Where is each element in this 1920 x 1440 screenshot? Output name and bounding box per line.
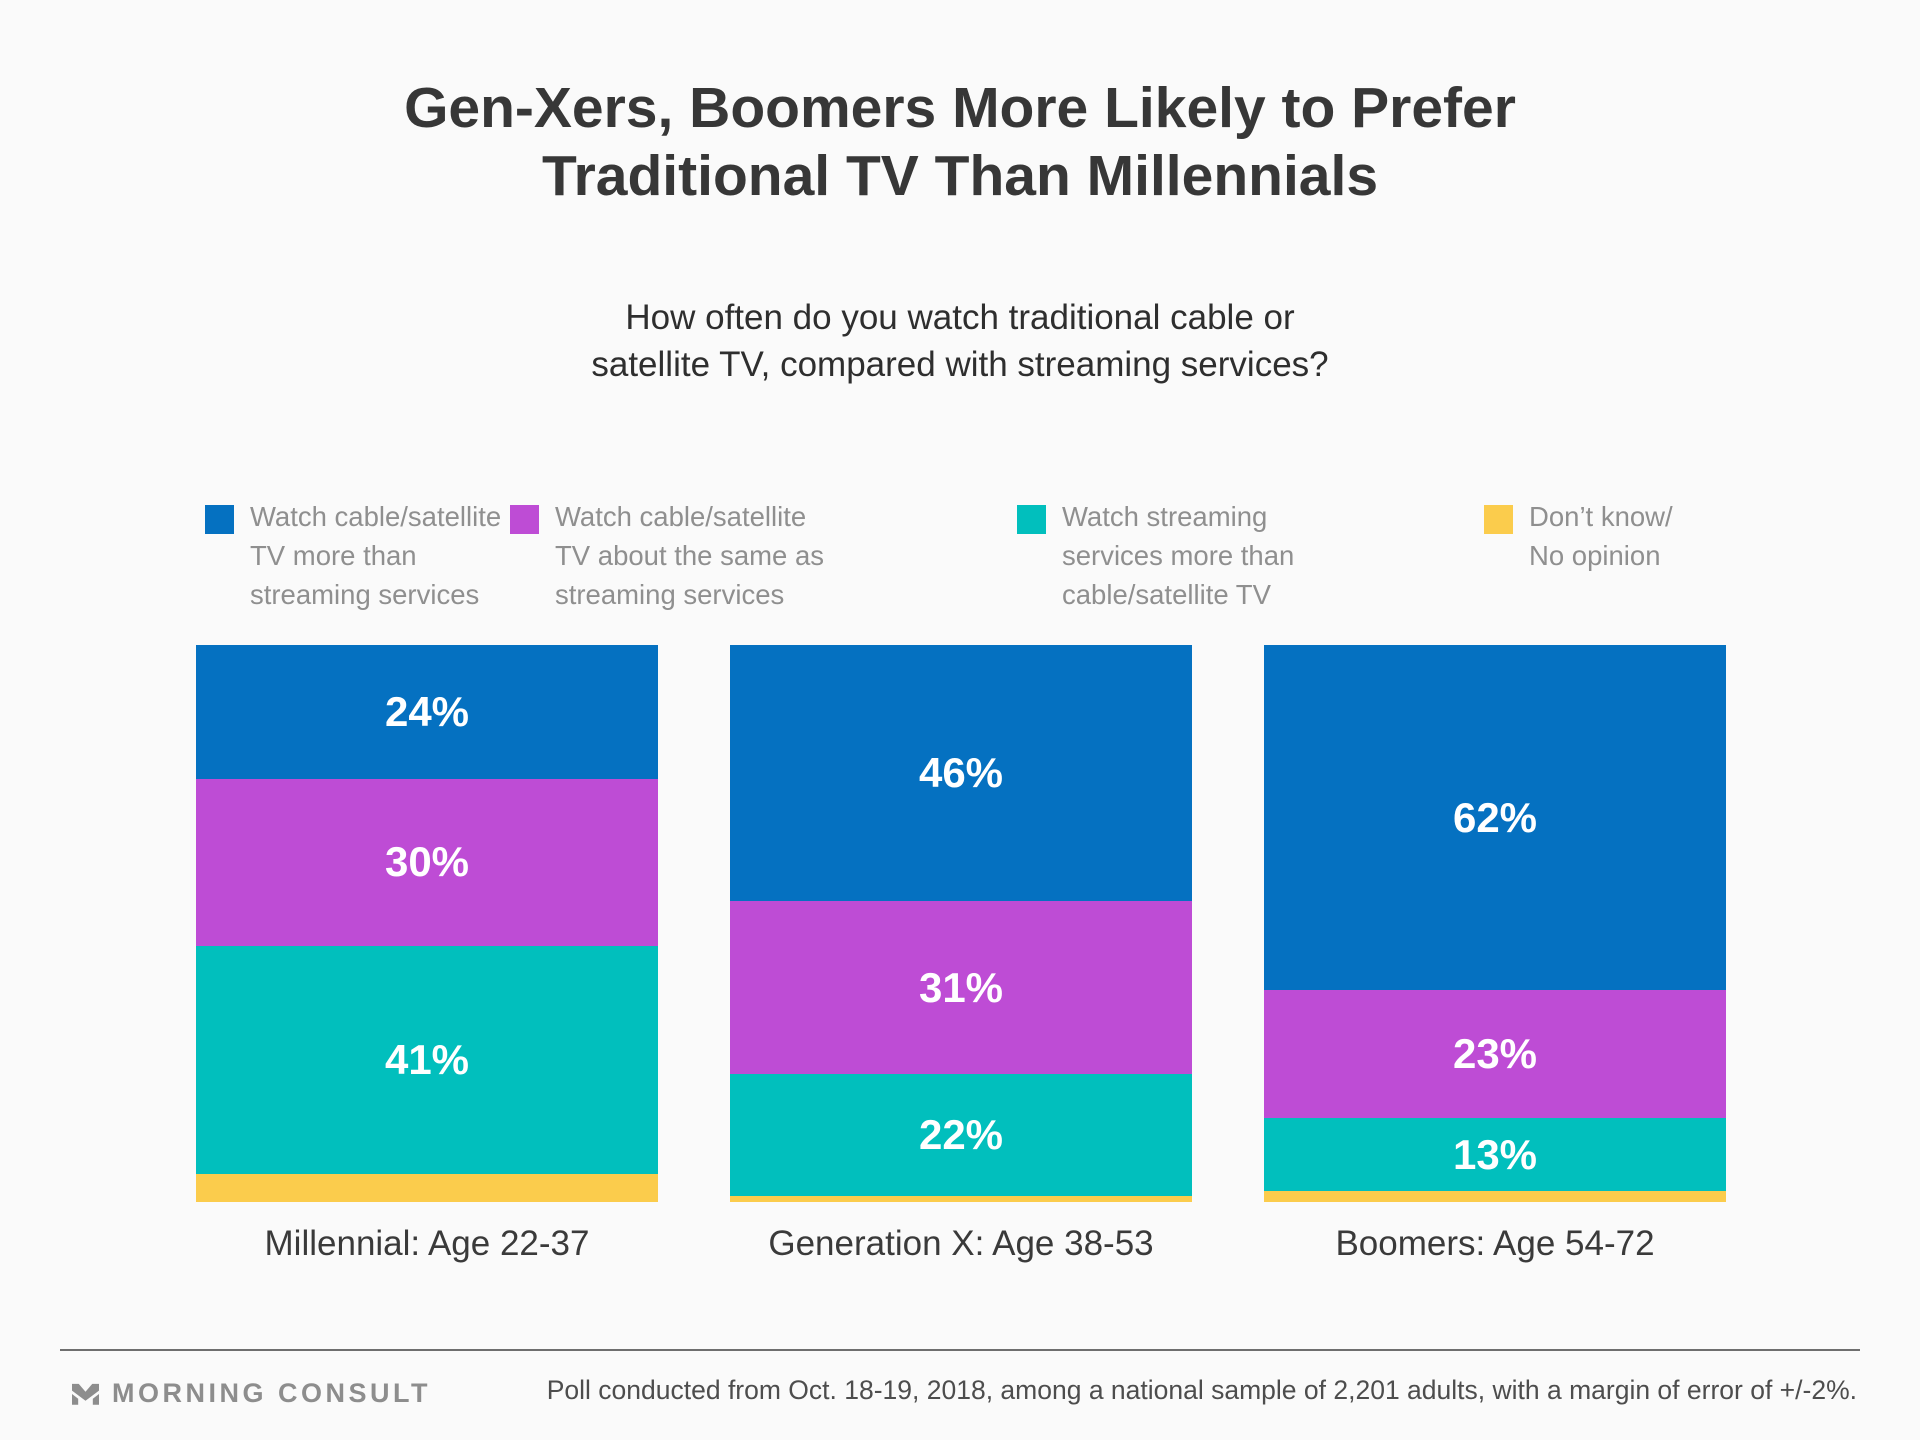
legend-swatch-yellow [1484, 505, 1513, 534]
legend-label: Watch cable/satellite TV about the same … [555, 501, 825, 610]
legend-swatch-purple [510, 505, 539, 534]
legend-item-same: Watch cable/satellite TV about the same … [510, 497, 824, 614]
segment-value-label: 22% [918, 1111, 1004, 1159]
bar-segment-purple: 31% [730, 901, 1192, 1074]
methodology-note: Poll conducted from Oct. 18-19, 2018, am… [546, 1375, 1857, 1405]
chart-subtitle: How often do you watch traditional cable… [591, 298, 1329, 384]
stacked-bar-chart: 24% 30% 41% 46% 31% 22% 62% 23% 13% [0, 645, 1920, 1202]
segment-value-label: 13% [1452, 1130, 1538, 1178]
legend-label: Watch streaming services more than cable… [1062, 501, 1295, 610]
morning-consult-mark-icon [72, 1380, 99, 1408]
stacked-bar-1: 24% 30% 41% [196, 645, 658, 1202]
legend-swatch-blue [205, 505, 234, 534]
segment-value-label: 31% [918, 963, 1004, 1011]
bar-segment-yellow [730, 1196, 1192, 1202]
legend-label: Watch cable/satellite TV more than strea… [250, 501, 502, 610]
bar-segment-purple: 23% [1264, 990, 1726, 1119]
bar-segment-blue: 62% [1264, 645, 1726, 991]
segment-value-label: 62% [1452, 793, 1538, 841]
chart-title: Gen-Xers, Boomers More Likely to Prefer … [404, 76, 1516, 208]
legend-swatch-teal [1017, 505, 1046, 534]
legend-item-streaming-more: Watch streaming services more than cable… [1017, 497, 1294, 614]
segment-value-label: 23% [1452, 1030, 1538, 1078]
footer-divider [60, 1349, 1860, 1351]
bar-segment-teal: 41% [196, 945, 658, 1175]
stacked-bar-3: 62% 23% 13% [1264, 645, 1726, 1202]
stacked-bar-2: 46% 31% 22% [730, 645, 1192, 1202]
bar-segment-purple: 30% [196, 778, 658, 946]
bar-segment-blue: 24% [196, 645, 658, 779]
category-label-boomers: Boomers: Age 54-72 [1335, 1224, 1655, 1263]
segment-value-label: 46% [918, 749, 1004, 797]
brand-name: MORNING CONSULT [112, 1378, 431, 1408]
legend-item-cable-more: Watch cable/satellite TV more than strea… [205, 497, 501, 614]
category-label-millennial: Millennial: Age 22-37 [264, 1224, 590, 1263]
segment-value-label: 30% [384, 838, 470, 886]
bar-segment-blue: 46% [730, 645, 1192, 902]
bar-segment-yellow [1264, 1190, 1726, 1202]
segment-value-label: 24% [384, 687, 470, 735]
bar-segment-yellow [196, 1174, 658, 1202]
legend-item-dont-know: Don’t know/ No opinion [1484, 497, 1673, 575]
bar-segment-teal: 22% [730, 1073, 1192, 1197]
category-label-genx: Generation X: Age 38-53 [768, 1224, 1154, 1263]
morning-consult-logo: MORNING CONSULT [72, 1378, 431, 1409]
bar-segment-teal: 13% [1264, 1118, 1726, 1191]
legend-label: Don’t know/ No opinion [1529, 501, 1673, 571]
segment-value-label: 41% [384, 1035, 470, 1083]
